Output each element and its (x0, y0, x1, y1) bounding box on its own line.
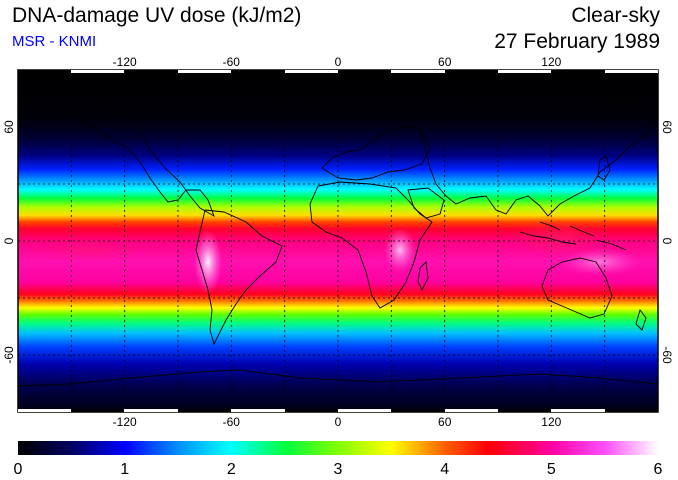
colorbar-label: 0 (14, 461, 23, 478)
lat-label-right: -60 (660, 346, 674, 364)
colorbar-label: 3 (334, 461, 343, 478)
coastline-greenland (269, 73, 319, 113)
coastline-antarctica (18, 369, 658, 387)
coastline-asia (419, 91, 658, 217)
lon-label-top: 120 (541, 55, 561, 69)
coastline-europe (321, 125, 431, 181)
lon-label-top: 60 (438, 55, 452, 69)
coastline-south-america (195, 209, 283, 346)
colorbar-label: 5 (547, 461, 556, 478)
colorbar-label: 1 (120, 461, 129, 478)
lon-label-bottom: -120 (113, 415, 137, 429)
coastline-new-zealand (635, 309, 647, 331)
lat-label-left: 0 (2, 237, 16, 244)
coastlines (18, 73, 658, 387)
lon-label-bottom: -60 (223, 415, 241, 429)
graticule (18, 70, 658, 412)
colorbar (18, 441, 658, 455)
lon-label-bottom: 0 (335, 415, 342, 429)
lat-label-left: -60 (2, 346, 16, 364)
source-label: MSR - KNMI (12, 33, 97, 50)
lon-label-top: -120 (113, 55, 137, 69)
lat-label-left: 60 (2, 120, 16, 134)
lon-label-bottom: 60 (438, 415, 452, 429)
coastline-africa (309, 181, 433, 309)
colorbar-label: 6 (654, 461, 663, 478)
coastline-australia (541, 257, 613, 319)
coastline-indonesia (519, 221, 627, 251)
coastline-arabia (407, 187, 445, 219)
date-label: 27 February 1989 (494, 30, 660, 53)
lon-label-top: -60 (223, 55, 241, 69)
lat-label-right: 60 (660, 120, 674, 134)
sky-condition-label: Clear-sky (571, 4, 660, 27)
map-title: DNA-damage UV dose (kJ/m2) (12, 4, 302, 27)
colorbar-label: 4 (440, 461, 449, 478)
lon-label-top: 0 (335, 55, 342, 69)
coastline-north-america (39, 89, 215, 218)
colorbar-label: 2 (227, 461, 236, 478)
lon-label-bottom: 120 (541, 415, 561, 429)
frame-tick-band (18, 70, 658, 412)
coastline-madagascar (417, 261, 429, 292)
lat-label-right: 0 (660, 238, 674, 245)
